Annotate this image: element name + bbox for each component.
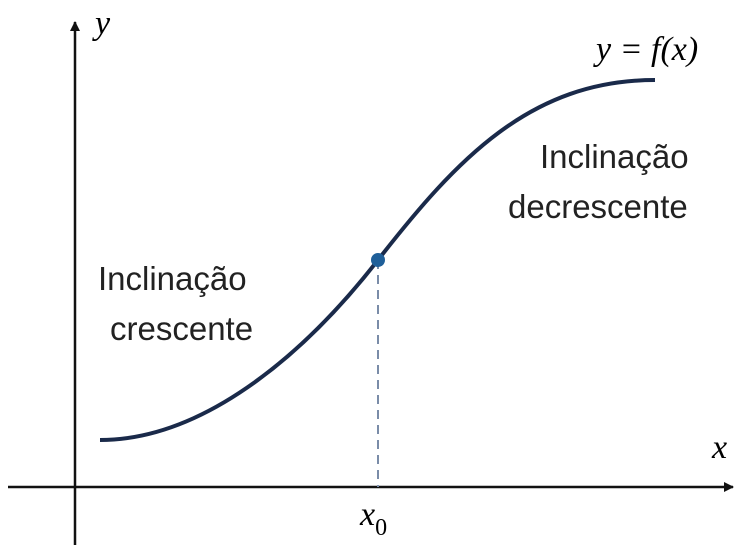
point-label: x0 [359, 496, 387, 541]
note-line: crescente [110, 310, 253, 347]
y-axis-label: y [92, 5, 111, 42]
inflection-point [371, 253, 385, 267]
point-label-base: x [359, 496, 375, 533]
note-line: Inclinação [540, 138, 689, 175]
note-line: Inclinação [98, 260, 247, 297]
note-line: decrescente [508, 188, 688, 225]
curve-label: y = f(x) [593, 31, 698, 68]
x-axis-label: x [711, 429, 727, 466]
point-label-subscript: 0 [375, 515, 387, 541]
